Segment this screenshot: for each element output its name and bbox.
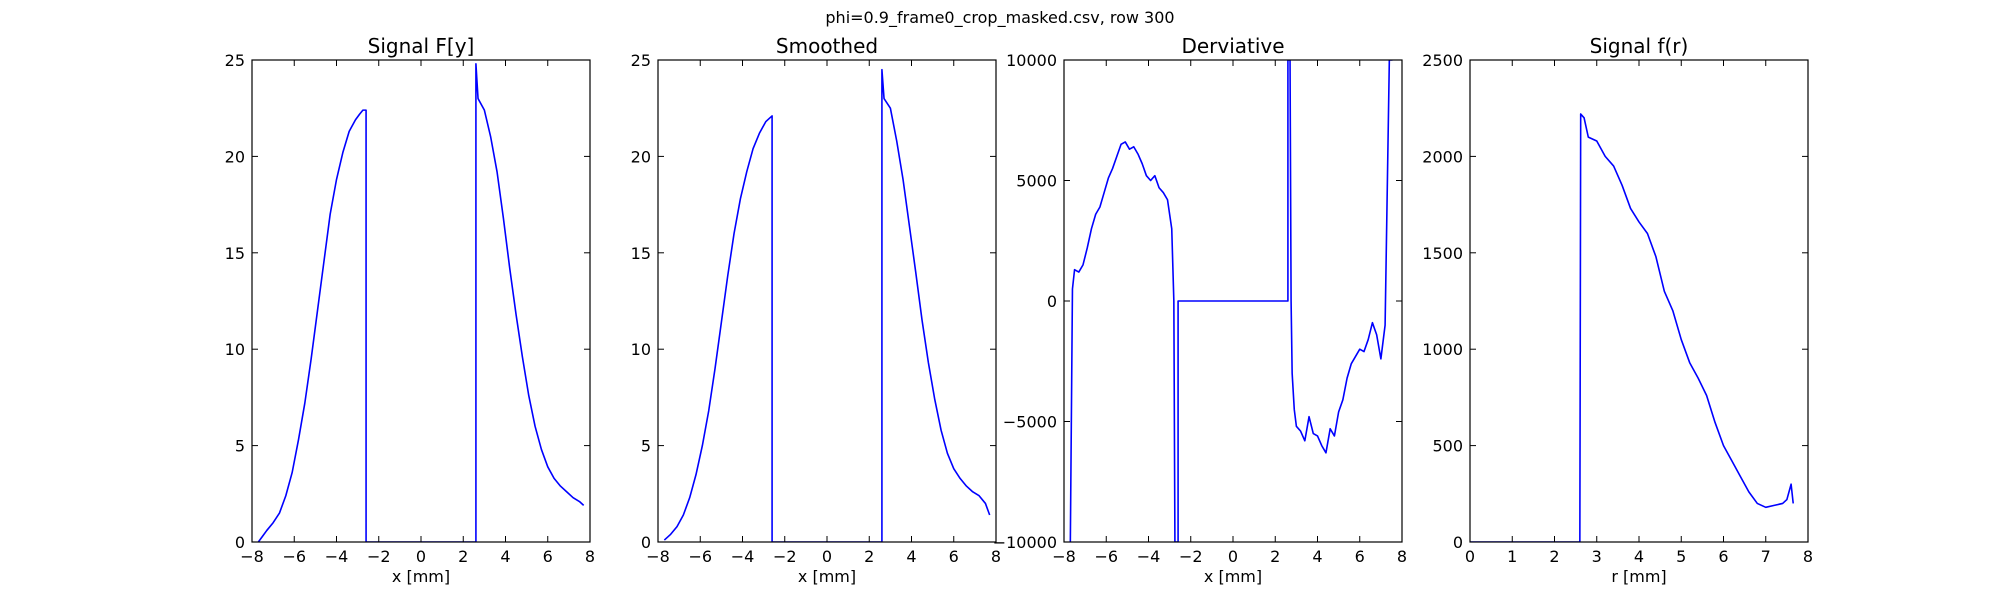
x-tick-label: 4 [1312, 547, 1322, 566]
x-axis-label: x [mm] [392, 567, 450, 586]
y-tick-label: 0 [641, 533, 651, 552]
axes-frame [657, 59, 997, 543]
y-tick-label: 15 [225, 244, 245, 263]
x-tick-label: 8 [991, 547, 1001, 566]
subplot-smoothed: −8 −6 −4 −2 0 2 4 6 8 0 5 10 15 20 25 Smoothed x [mm] [631, 34, 1001, 586]
x-tick-label: −8 [646, 547, 670, 566]
y-tick-label: 20 [631, 147, 651, 166]
axes-frame [1469, 59, 1809, 543]
y-tick-label: 25 [631, 51, 651, 70]
series-line-0 [257, 63, 585, 542]
x-tick-label: 6 [1718, 547, 1728, 566]
x-tick-label: −8 [1052, 547, 1076, 566]
series-line-0 [1069, 60, 1393, 542]
x-tick-label: −2 [773, 547, 797, 566]
x-tick-label: −4 [731, 547, 755, 566]
x-tick-label: 3 [1592, 547, 1602, 566]
y-tick-label: 2500 [1422, 51, 1463, 70]
y-tick-label: 1000 [1422, 340, 1463, 359]
x-tick-label: 8 [1803, 547, 1813, 566]
x-tick-label: 8 [585, 547, 595, 566]
subplot-title: Smoothed [776, 34, 878, 58]
y-tick-label: 0 [235, 533, 245, 552]
y-tick-label: 10000 [1006, 51, 1057, 70]
subplot-signal-Fy: −8 −6 −4 −2 0 2 4 6 8 0 5 10 15 20 25 Signal F[y] x [mm] [225, 34, 595, 586]
x-tick-label: −4 [1137, 547, 1161, 566]
y-tick-label: 5 [235, 437, 245, 456]
x-tick-label: 6 [949, 547, 959, 566]
y-tick-label: 1500 [1422, 244, 1463, 263]
x-tick-label: 0 [1228, 547, 1238, 566]
x-tick-label: 0 [822, 547, 832, 566]
y-tick-label: −5000 [1003, 413, 1057, 432]
x-tick-label: 7 [1761, 547, 1771, 566]
x-axis-label: r [mm] [1611, 567, 1666, 586]
y-tick-label: 500 [1432, 437, 1463, 456]
y-tick-label: 0 [1453, 533, 1463, 552]
x-tick-label: 4 [500, 547, 510, 566]
x-tick-label: 8 [1397, 547, 1407, 566]
x-tick-label: −8 [240, 547, 264, 566]
x-tick-label: 4 [1634, 547, 1644, 566]
figure-suptitle: phi=0.9_frame0_crop_masked.csv, row 300 [825, 8, 1175, 27]
x-tick-label: 4 [906, 547, 916, 566]
subplot-title: Signal F[y] [368, 34, 475, 58]
x-tick-label: 5 [1676, 547, 1686, 566]
y-tick-label: 5 [641, 437, 651, 456]
y-tick-label: 0 [1047, 292, 1057, 311]
x-tick-label: −6 [1094, 547, 1118, 566]
y-tick-label: −10000 [993, 533, 1057, 552]
x-tick-label: −6 [282, 547, 306, 566]
y-tick-label: 10 [225, 340, 245, 359]
y-tick-label: 20 [225, 147, 245, 166]
x-tick-label: 6 [543, 547, 553, 566]
y-tick-label: 15 [631, 244, 651, 263]
axes-frame [251, 59, 591, 543]
series-line-0 [1470, 113, 1795, 542]
subplot-signal-fr: 0 1 2 3 4 5 6 7 8 0 500 1000 1500 2000 2500 Signal f(r)… [1422, 34, 1813, 586]
x-tick-label: 2 [458, 547, 468, 566]
x-axis-label: x [mm] [798, 567, 856, 586]
x-tick-label: −2 [1179, 547, 1203, 566]
x-tick-label: 0 [416, 547, 426, 566]
subplot-title: Derviative [1181, 34, 1284, 58]
subplot-title: Signal f(r) [1590, 34, 1689, 58]
y-tick-label: 25 [225, 51, 245, 70]
series-line-0 [663, 68, 991, 542]
x-tick-label: 2 [1270, 547, 1280, 566]
x-tick-label: 0 [1465, 547, 1475, 566]
x-tick-label: 2 [864, 547, 874, 566]
y-tick-label: 10 [631, 340, 651, 359]
subplot-derivative: −8 −6 −4 −2 0 2 4 6 8−10000−50000500010000Dervia… [993, 34, 1407, 586]
x-axis-label: x [mm] [1204, 567, 1262, 586]
x-tick-label: −6 [688, 547, 712, 566]
y-tick-label: 5000 [1016, 172, 1057, 191]
x-tick-label: 2 [1549, 547, 1559, 566]
x-tick-label: 1 [1507, 547, 1517, 566]
x-tick-label: −4 [325, 547, 349, 566]
x-tick-label: 6 [1355, 547, 1365, 566]
y-tick-label: 2000 [1422, 147, 1463, 166]
x-tick-label: −2 [367, 547, 391, 566]
